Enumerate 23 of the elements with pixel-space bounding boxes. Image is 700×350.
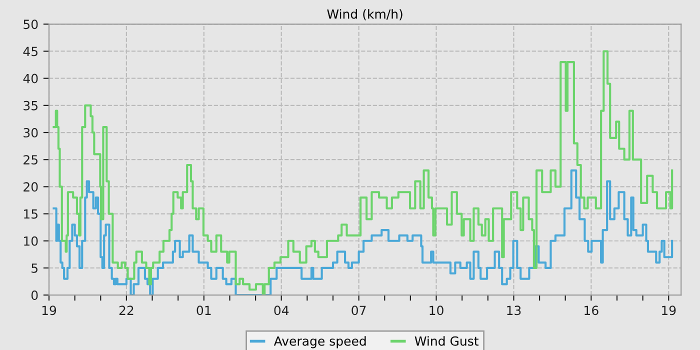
y-tick-label: 20: [24, 182, 38, 192]
x-tick-label: 10: [430, 306, 444, 316]
y-tick-label: 45: [23, 46, 38, 56]
x-tick-label: 04: [274, 306, 289, 316]
x-tick-label: 22: [119, 306, 134, 315]
y-tick-label: 10: [24, 236, 38, 246]
x-tick-label: 07: [352, 306, 366, 316]
y-tick-label: 30: [24, 128, 38, 138]
y-tick-label: 50: [24, 20, 38, 30]
y-tick-label: 15: [24, 209, 38, 219]
x-tick-label: 01: [196, 306, 211, 316]
x-tick-label: 19: [662, 306, 676, 316]
x-tick-label: 13: [507, 306, 521, 316]
y-tick-label: 0: [31, 290, 38, 300]
y-tick-label: 40: [23, 74, 38, 84]
x-tick-label: 19: [42, 306, 56, 316]
y-tick-label: 25: [24, 155, 38, 165]
legend-label: Average speed: [274, 336, 366, 348]
chart-title: Wind (km/h): [327, 9, 402, 20]
legend-label: Wind Gust: [414, 336, 478, 346]
x-tick-label: 16: [584, 306, 598, 316]
y-tick-label: 5: [32, 264, 38, 273]
y-tick-label: 35: [24, 100, 38, 110]
